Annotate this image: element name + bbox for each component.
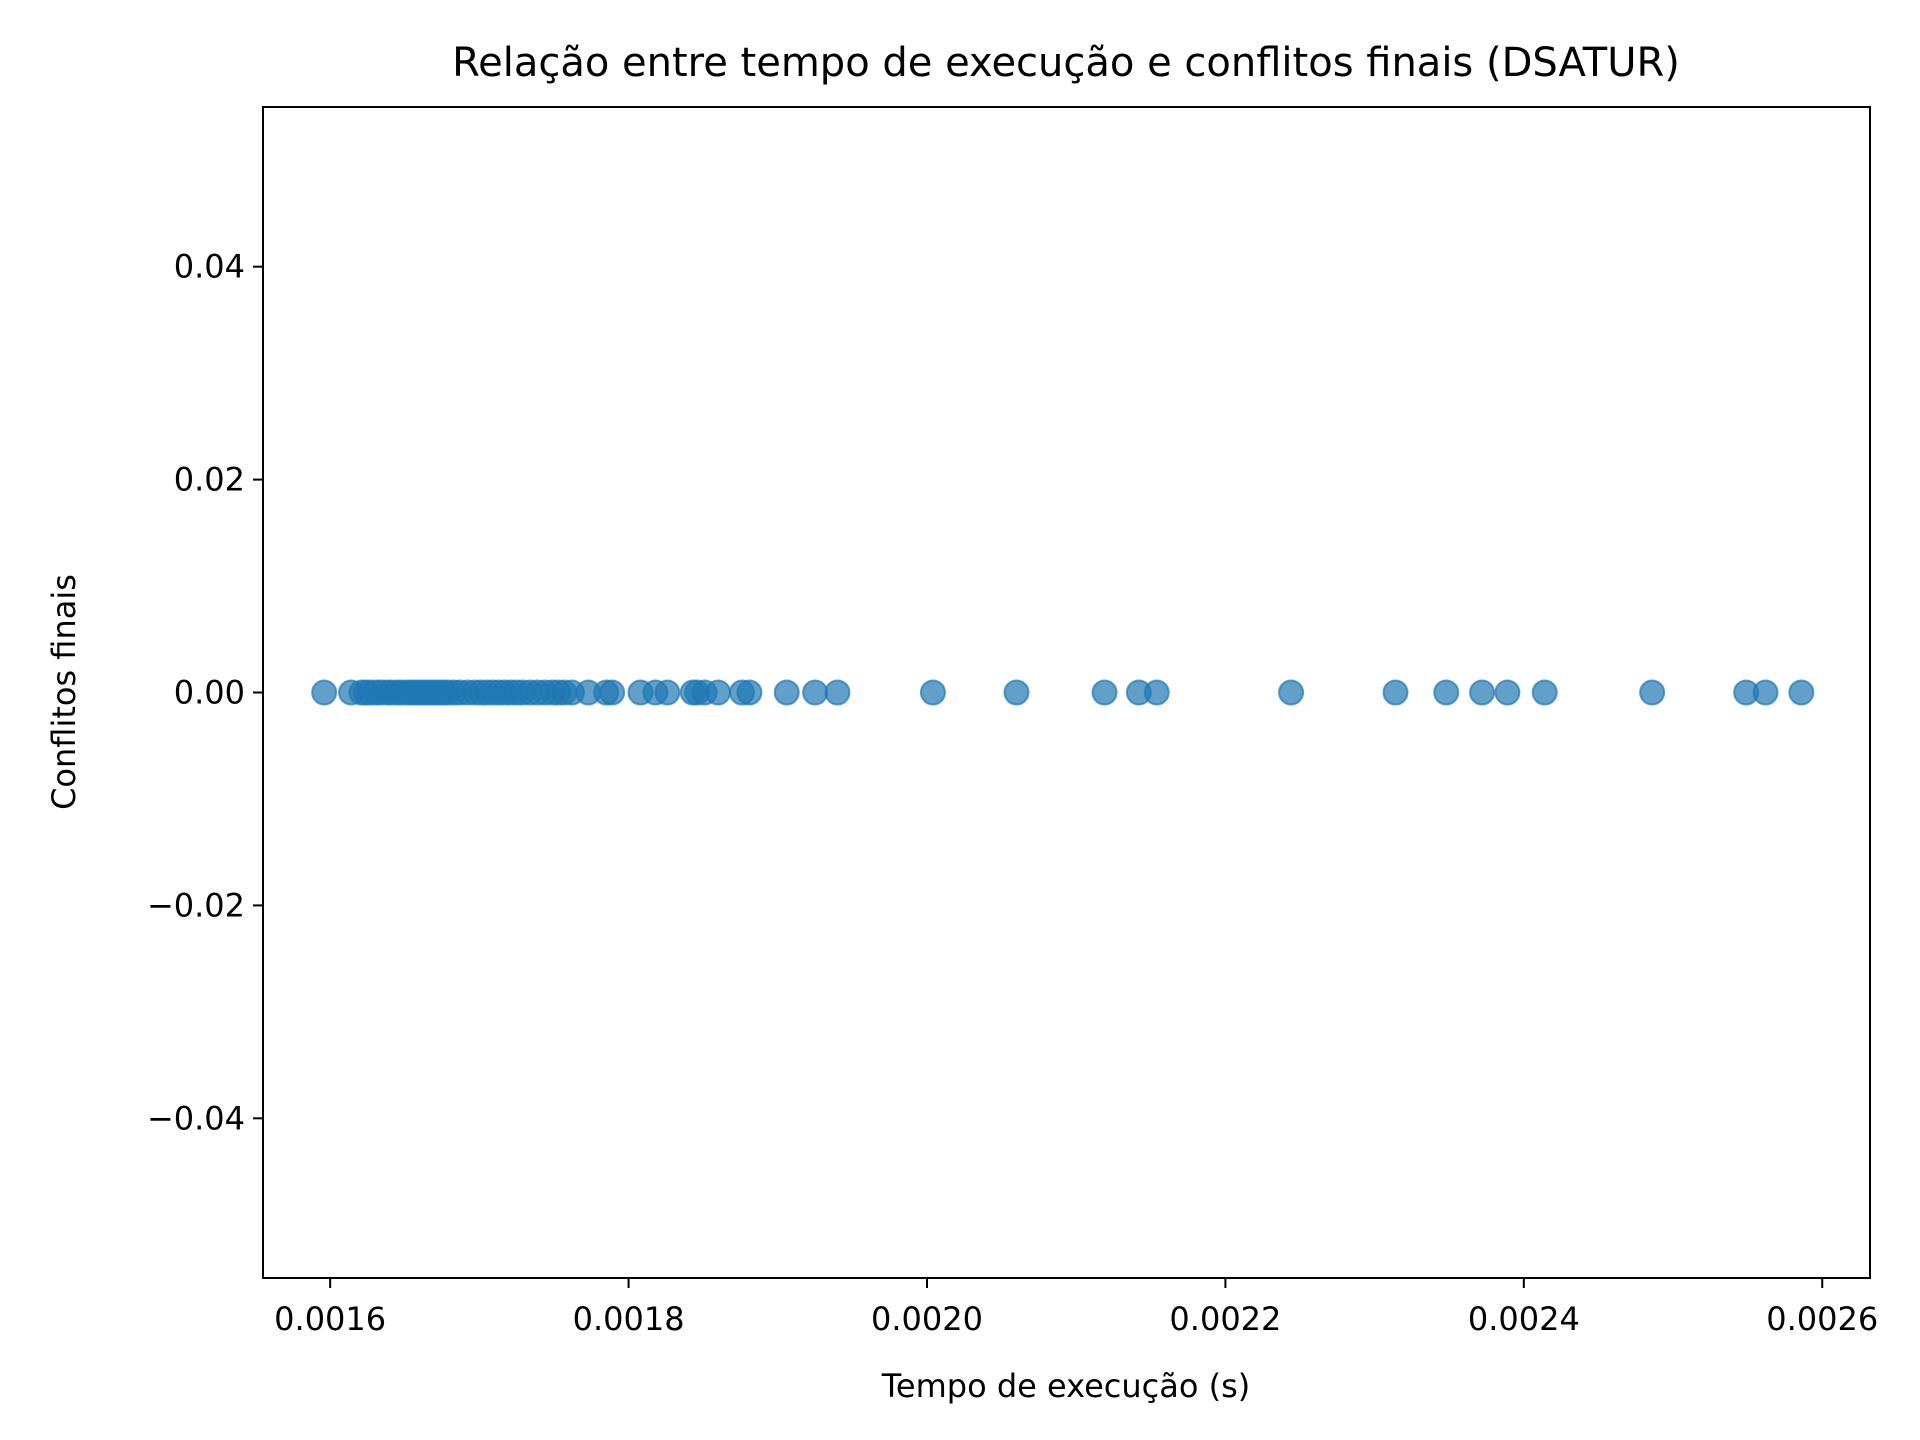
data-point	[802, 679, 829, 706]
data-point	[1469, 679, 1496, 706]
data-point	[773, 679, 800, 706]
x-tick-label: 0.0022	[1169, 1300, 1281, 1338]
x-tick-label: 0.0024	[1468, 1300, 1580, 1338]
data-point	[1382, 679, 1409, 706]
axis-ticks: 0.0016 0.0018 0.0020 0.0022 0.0024 0.0026 −0.0…	[147, 248, 1878, 1338]
data-point	[824, 679, 851, 706]
data-point	[1752, 679, 1779, 706]
x-tick-label: 0.0016	[274, 1300, 386, 1338]
y-tick-label: 0.04	[174, 248, 245, 286]
x-tick-label: 0.0018	[573, 1300, 685, 1338]
plot-area-frame	[262, 106, 1871, 1279]
data-point	[1639, 679, 1666, 706]
x-tick-label: 0.0020	[871, 1300, 983, 1338]
data-point	[1494, 679, 1521, 706]
x-axis-label: Tempo de execução (s)	[881, 1367, 1250, 1405]
data-point	[599, 679, 626, 706]
data-point	[919, 679, 946, 706]
data-point	[1143, 679, 1170, 706]
chart-title: Relação entre tempo de execução e confli…	[452, 40, 1680, 86]
data-point	[654, 679, 681, 706]
data-point	[705, 679, 732, 706]
y-tick-label: −0.04	[147, 1099, 245, 1137]
data-points	[311, 679, 1815, 706]
x-tick-label: 0.0026	[1766, 1300, 1878, 1338]
y-tick-label: −0.02	[147, 886, 245, 924]
data-point	[1091, 679, 1118, 706]
data-point	[1003, 679, 1030, 706]
data-point	[1788, 679, 1815, 706]
y-axis-label: Conflitos finais	[45, 574, 83, 810]
data-point	[736, 679, 763, 706]
y-tick-label: 0.02	[174, 461, 245, 499]
data-point	[1433, 679, 1460, 706]
data-point	[1278, 679, 1305, 706]
data-point	[1531, 679, 1558, 706]
y-tick-label: 0.00	[174, 674, 245, 712]
data-point	[311, 679, 338, 706]
